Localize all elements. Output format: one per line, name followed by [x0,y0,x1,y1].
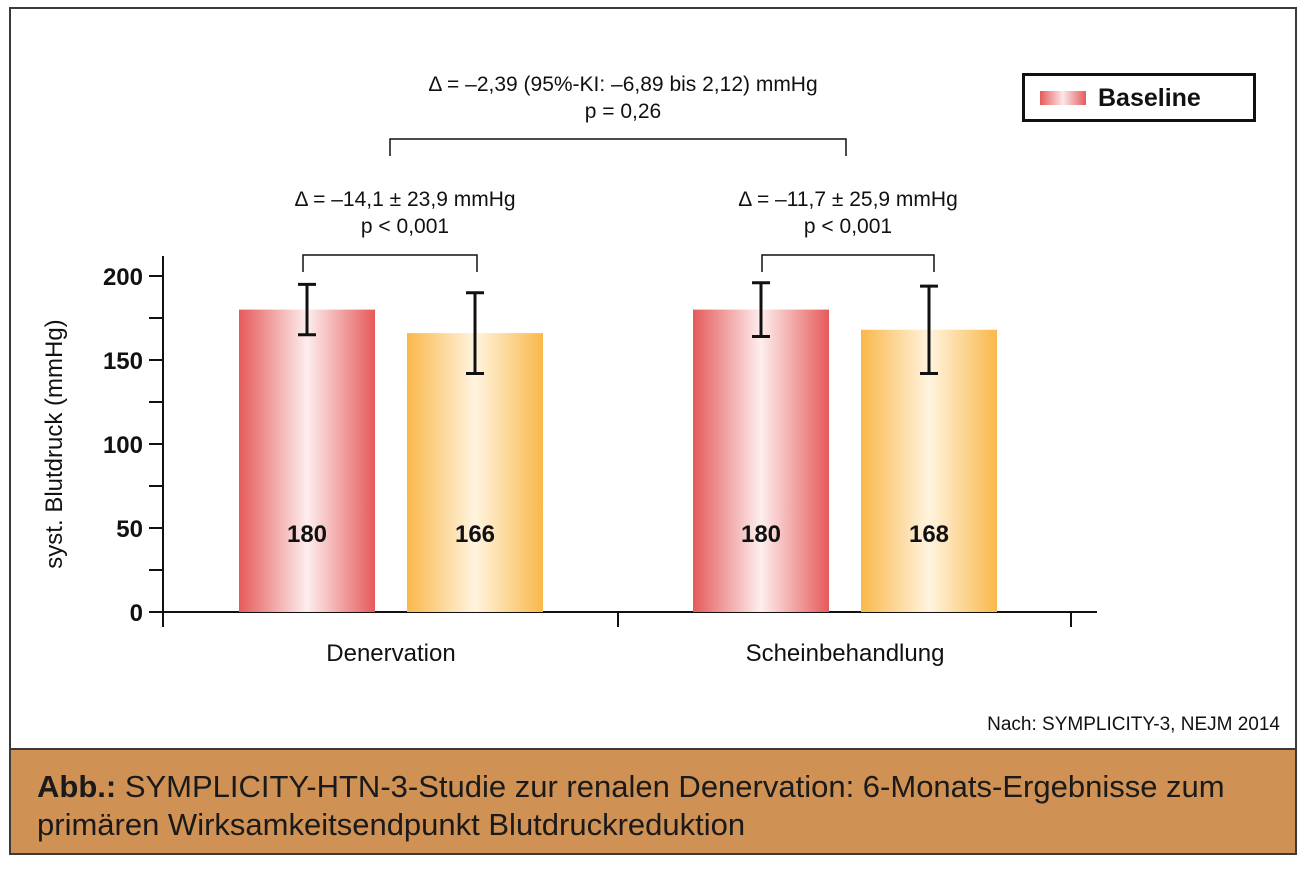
y-tick-label: 0 [130,600,143,627]
legend-label-baseline: Baseline [1098,84,1201,112]
annotation-scheinbehandlung-p: p < 0,001 [804,215,892,238]
y-tick-label: 50 [116,516,143,543]
y-axis-title: syst. Blutdruck (mmHg) [41,319,68,568]
bar-value-label: 168 [909,521,949,548]
bar [693,309,829,612]
legend: Baseline [1022,73,1256,122]
figure-frame [9,7,1297,855]
x-category-label: Scheinbehandlung [746,640,945,667]
legend-swatch-baseline [1040,91,1086,105]
caption-bold: Abb.: [37,769,117,804]
y-tick-label: 100 [103,432,143,459]
bar-value-label: 180 [287,521,327,548]
bracket-scheinbehandlung [761,254,935,272]
bar [239,309,375,612]
bar [861,329,997,612]
figure-caption: Abb.: SYMPLICITY-HTN-3-Studie zur renale… [9,748,1297,855]
bar-value-label: 180 [741,521,781,548]
bar-chart: 0 50 100 150 200 Denervation Scheinbehandlung s… [41,73,1097,667]
bar [407,333,543,612]
y-tick-label: 150 [103,348,143,375]
annotation-scheinbehandlung-delta: Δ = –11,7 ± 25,9 mmHg [738,188,958,211]
annotation-overall-p: p = 0,26 [585,100,661,123]
x-category-label: Denervation [326,640,455,667]
annotation-denervation-p: p < 0,001 [361,215,449,238]
bracket-denervation [302,254,478,272]
bracket-overall [389,138,847,156]
y-tick-label: 200 [103,264,143,291]
bar-value-label: 166 [455,521,495,548]
caption-text: SYMPLICITY-HTN-3-Studie zur renalen Dene… [37,769,1225,842]
annotation-denervation-delta: Δ = –14,1 ± 23,9 mmHg [294,188,515,211]
annotation-overall-delta: Δ = –2,39 (95%-KI: –6,89 bis 2,12) mmHg [428,73,817,96]
source-note: Nach: SYMPLICITY-3, NEJM 2014 [987,714,1280,735]
